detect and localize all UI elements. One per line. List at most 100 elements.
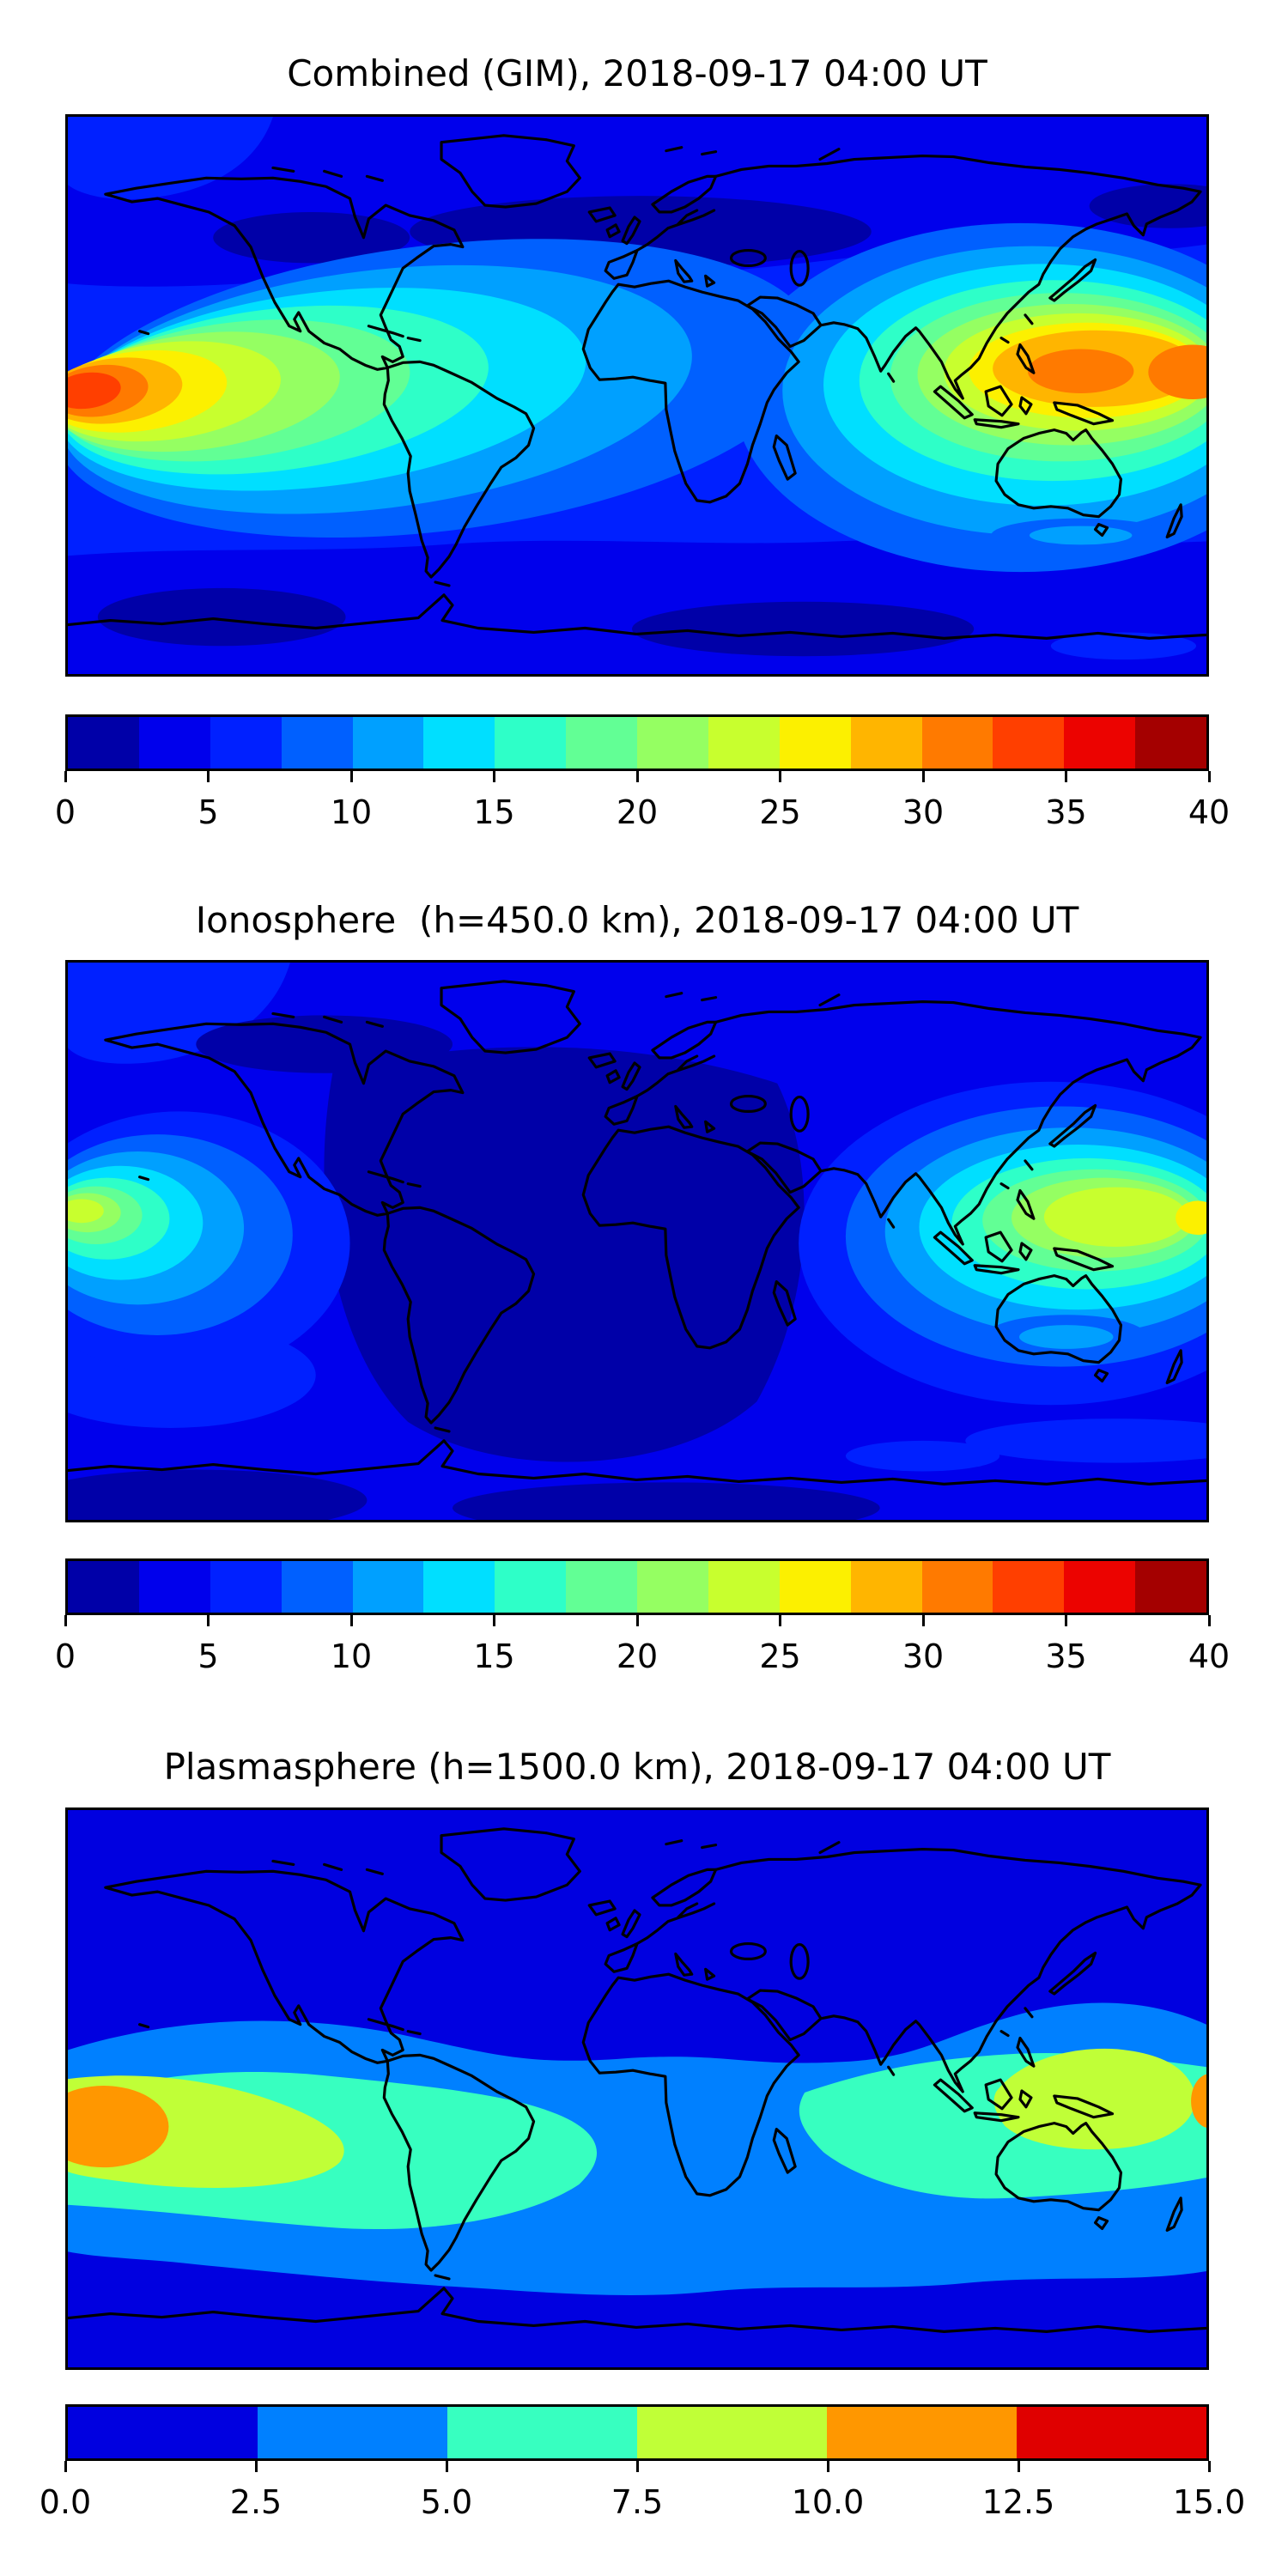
colorbar-tick-label: 15 <box>473 793 515 831</box>
colorbar-combined <box>65 714 1209 771</box>
colorbar-segment <box>447 2407 637 2458</box>
colorbar-labels-ionosphere: 0 5 10 15 20 25 30 35 40 <box>55 1636 1230 1677</box>
contour-fills <box>68 963 1206 1520</box>
colorbar-tick-label: 5.0 <box>420 2483 473 2521</box>
colorbar-segment <box>827 2407 1017 2458</box>
colorbar-segment <box>352 1561 424 1613</box>
colorbar-segment <box>68 2407 258 2458</box>
colorbar-segment <box>258 2407 447 2458</box>
colorbar-segment <box>921 1561 993 1613</box>
map-ionosphere <box>65 960 1209 1522</box>
colorbar-tick-label: 10 <box>330 793 373 831</box>
colorbar-tick <box>826 2461 829 2472</box>
colorbar-labels-plasmasphere: 0.0 2.5 5.0 7.5 10.0 12.5 15.0 <box>39 2482 1246 2523</box>
colorbar-segment <box>1064 717 1136 769</box>
colorbar-segment <box>566 717 637 769</box>
colorbar-segment <box>708 717 780 769</box>
colorbar-tick-label: 35 <box>1045 793 1087 831</box>
colorbar-tick <box>64 2461 67 2472</box>
colorbar-segment <box>423 1561 495 1613</box>
colorbar-segment <box>993 1561 1065 1613</box>
colorbar-tick-label: 40 <box>1188 793 1230 831</box>
colorbar-plasmasphere <box>65 2404 1209 2461</box>
colorbar-tick <box>1065 1615 1067 1626</box>
colorbar-segment <box>68 717 139 769</box>
colorbar-tick <box>779 771 781 782</box>
colorbar-tick <box>1017 2461 1020 2472</box>
pacific-hotspot <box>68 1111 350 1376</box>
se-asia-hotspot <box>799 1081 1206 1406</box>
colorbar-segment <box>210 1561 282 1613</box>
colorbar-tick-label: 30 <box>902 1637 945 1675</box>
pacific-hotspot <box>68 239 819 538</box>
colorbar-segment <box>423 717 495 769</box>
colorbar-tick-label: 7.5 <box>611 2483 664 2521</box>
colorbar-tick <box>207 1615 210 1626</box>
panel-title-plasmasphere: Plasmasphere (h=1500.0 km), 2018-09-17 0… <box>163 1746 1111 1788</box>
colorbar-segment <box>1135 1561 1206 1613</box>
colorbar-segment <box>281 717 353 769</box>
colorbar-tick-label: 5 <box>197 1637 219 1675</box>
colorbar-tick-label: 0.0 <box>39 2483 92 2521</box>
colorbar-segment <box>637 2407 827 2458</box>
colorbar-tick <box>349 1615 353 1626</box>
colorbar-segment <box>495 1561 567 1613</box>
panel-title-ionosphere: Ionosphere (h=450.0 km), 2018-09-17 04:0… <box>195 899 1079 941</box>
colorbar-segment <box>138 1561 210 1613</box>
colorbar-tick-label: 40 <box>1188 1637 1230 1675</box>
colorbar-tick <box>635 2461 639 2472</box>
colorbar-segment <box>779 717 851 769</box>
colorbar-segment <box>637 1561 708 1613</box>
colorbar-segment <box>566 1561 637 1613</box>
colorbar-tick <box>1065 771 1067 782</box>
colorbar-segment <box>850 717 922 769</box>
colorbar-segment <box>1017 2407 1206 2458</box>
colorbar-tick <box>1207 771 1211 782</box>
map-combined-gim <box>65 114 1209 677</box>
colorbar-segment <box>281 1561 353 1613</box>
panel-title-combined: Combined (GIM), 2018-09-17 04:00 UT <box>287 52 987 94</box>
colorbar-tick <box>445 2461 448 2472</box>
colorbar-ionosphere <box>65 1558 1209 1615</box>
colorbar-tick-label: 0 <box>54 793 76 831</box>
map-combined-svg <box>68 117 1206 674</box>
colorbar-tick-label: 35 <box>1045 1637 1087 1675</box>
colorbar-segment <box>210 717 282 769</box>
colorbar-tick <box>254 2461 258 2472</box>
colorbar-tick <box>921 1615 925 1626</box>
colorbar-segment <box>850 1561 922 1613</box>
colorbar-segment <box>1135 717 1206 769</box>
colorbar-segment <box>495 717 567 769</box>
map-plasmasphere <box>65 1807 1209 2370</box>
contour-fills <box>68 1810 1206 2367</box>
colorbar-segment <box>68 1561 139 1613</box>
colorbar-tick <box>64 771 67 782</box>
colorbar-tick-label: 5 <box>197 793 219 831</box>
colorbar-segment <box>993 717 1065 769</box>
colorbar-tick <box>779 1615 781 1626</box>
colorbar-segment <box>138 717 210 769</box>
contour-fills <box>68 117 1206 674</box>
colorbar-tick-label: 2.5 <box>229 2483 283 2521</box>
colorbar-segment <box>921 717 993 769</box>
colorbar-segment <box>779 1561 851 1613</box>
colorbar-segment <box>708 1561 780 1613</box>
colorbar-tick-label: 25 <box>759 793 801 831</box>
colorbar-ticks-ionosphere <box>64 1615 1211 1627</box>
colorbar-ticks-combined <box>64 771 1211 783</box>
colorbar-segment <box>1064 1561 1136 1613</box>
colorbar-tick <box>1207 2461 1211 2472</box>
colorbar-tick-label: 0 <box>54 1637 76 1675</box>
colorbar-tick <box>207 771 210 782</box>
colorbar-tick <box>493 771 495 782</box>
colorbar-tick <box>921 771 925 782</box>
colorbar-tick-label: 10 <box>330 1637 373 1675</box>
colorbar-tick <box>1207 1615 1211 1626</box>
colorbar-tick-label: 30 <box>902 793 945 831</box>
colorbar-tick <box>64 1615 67 1626</box>
colorbar-tick-label: 12.5 <box>981 2483 1055 2521</box>
colorbar-tick <box>635 771 639 782</box>
colorbar-tick-label: 25 <box>759 1637 801 1675</box>
colorbar-labels-combined: 0 5 10 15 20 25 30 35 40 <box>55 792 1230 833</box>
